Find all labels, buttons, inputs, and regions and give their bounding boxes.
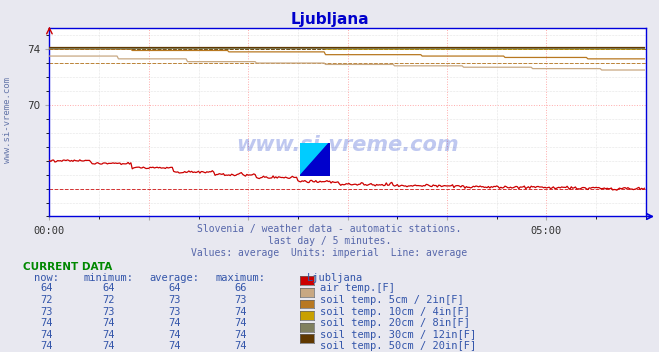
Text: Slovenia / weather data - automatic stations.: Slovenia / weather data - automatic stat… [197, 224, 462, 233]
Text: maximum:: maximum: [215, 273, 266, 283]
Text: 66: 66 [235, 283, 246, 293]
Text: CURRENT DATA: CURRENT DATA [23, 262, 112, 272]
Text: 73: 73 [103, 307, 115, 316]
Text: 74: 74 [103, 341, 115, 351]
Text: 74: 74 [235, 330, 246, 340]
Text: soil temp. 50cm / 20in[F]: soil temp. 50cm / 20in[F] [320, 341, 476, 351]
Text: www.si-vreme.com: www.si-vreme.com [237, 135, 459, 155]
Text: soil temp. 20cm / 8in[F]: soil temp. 20cm / 8in[F] [320, 318, 470, 328]
Text: 72: 72 [103, 295, 115, 305]
Text: minimum:: minimum: [84, 273, 134, 283]
Text: 73: 73 [169, 295, 181, 305]
Polygon shape [300, 143, 330, 176]
Text: 74: 74 [235, 318, 246, 328]
Text: Ljubljana: Ljubljana [290, 12, 369, 27]
Text: Ljubljana: Ljubljana [306, 273, 362, 283]
Text: now:: now: [34, 273, 59, 283]
Text: air temp.[F]: air temp.[F] [320, 283, 395, 293]
Text: soil temp. 10cm / 4in[F]: soil temp. 10cm / 4in[F] [320, 307, 470, 316]
Text: 74: 74 [169, 318, 181, 328]
Text: 74: 74 [40, 341, 52, 351]
Text: average:: average: [150, 273, 200, 283]
Polygon shape [300, 143, 330, 176]
Text: 64: 64 [169, 283, 181, 293]
Polygon shape [300, 143, 330, 176]
Text: 74: 74 [169, 341, 181, 351]
Text: soil temp. 5cm / 2in[F]: soil temp. 5cm / 2in[F] [320, 295, 463, 305]
Text: 64: 64 [40, 283, 52, 293]
Text: 73: 73 [40, 307, 52, 316]
Text: 74: 74 [103, 318, 115, 328]
Text: 73: 73 [169, 307, 181, 316]
Text: 73: 73 [235, 295, 246, 305]
Text: 74: 74 [235, 307, 246, 316]
Text: last day / 5 minutes.: last day / 5 minutes. [268, 236, 391, 246]
Text: soil temp. 30cm / 12in[F]: soil temp. 30cm / 12in[F] [320, 330, 476, 340]
Text: 74: 74 [103, 330, 115, 340]
Text: 72: 72 [40, 295, 52, 305]
Text: 64: 64 [103, 283, 115, 293]
Text: www.si-vreme.com: www.si-vreme.com [3, 77, 13, 163]
Text: 74: 74 [169, 330, 181, 340]
Text: 74: 74 [235, 341, 246, 351]
Text: 74: 74 [40, 318, 52, 328]
Text: 74: 74 [40, 330, 52, 340]
Text: Values: average  Units: imperial  Line: average: Values: average Units: imperial Line: av… [191, 248, 468, 258]
